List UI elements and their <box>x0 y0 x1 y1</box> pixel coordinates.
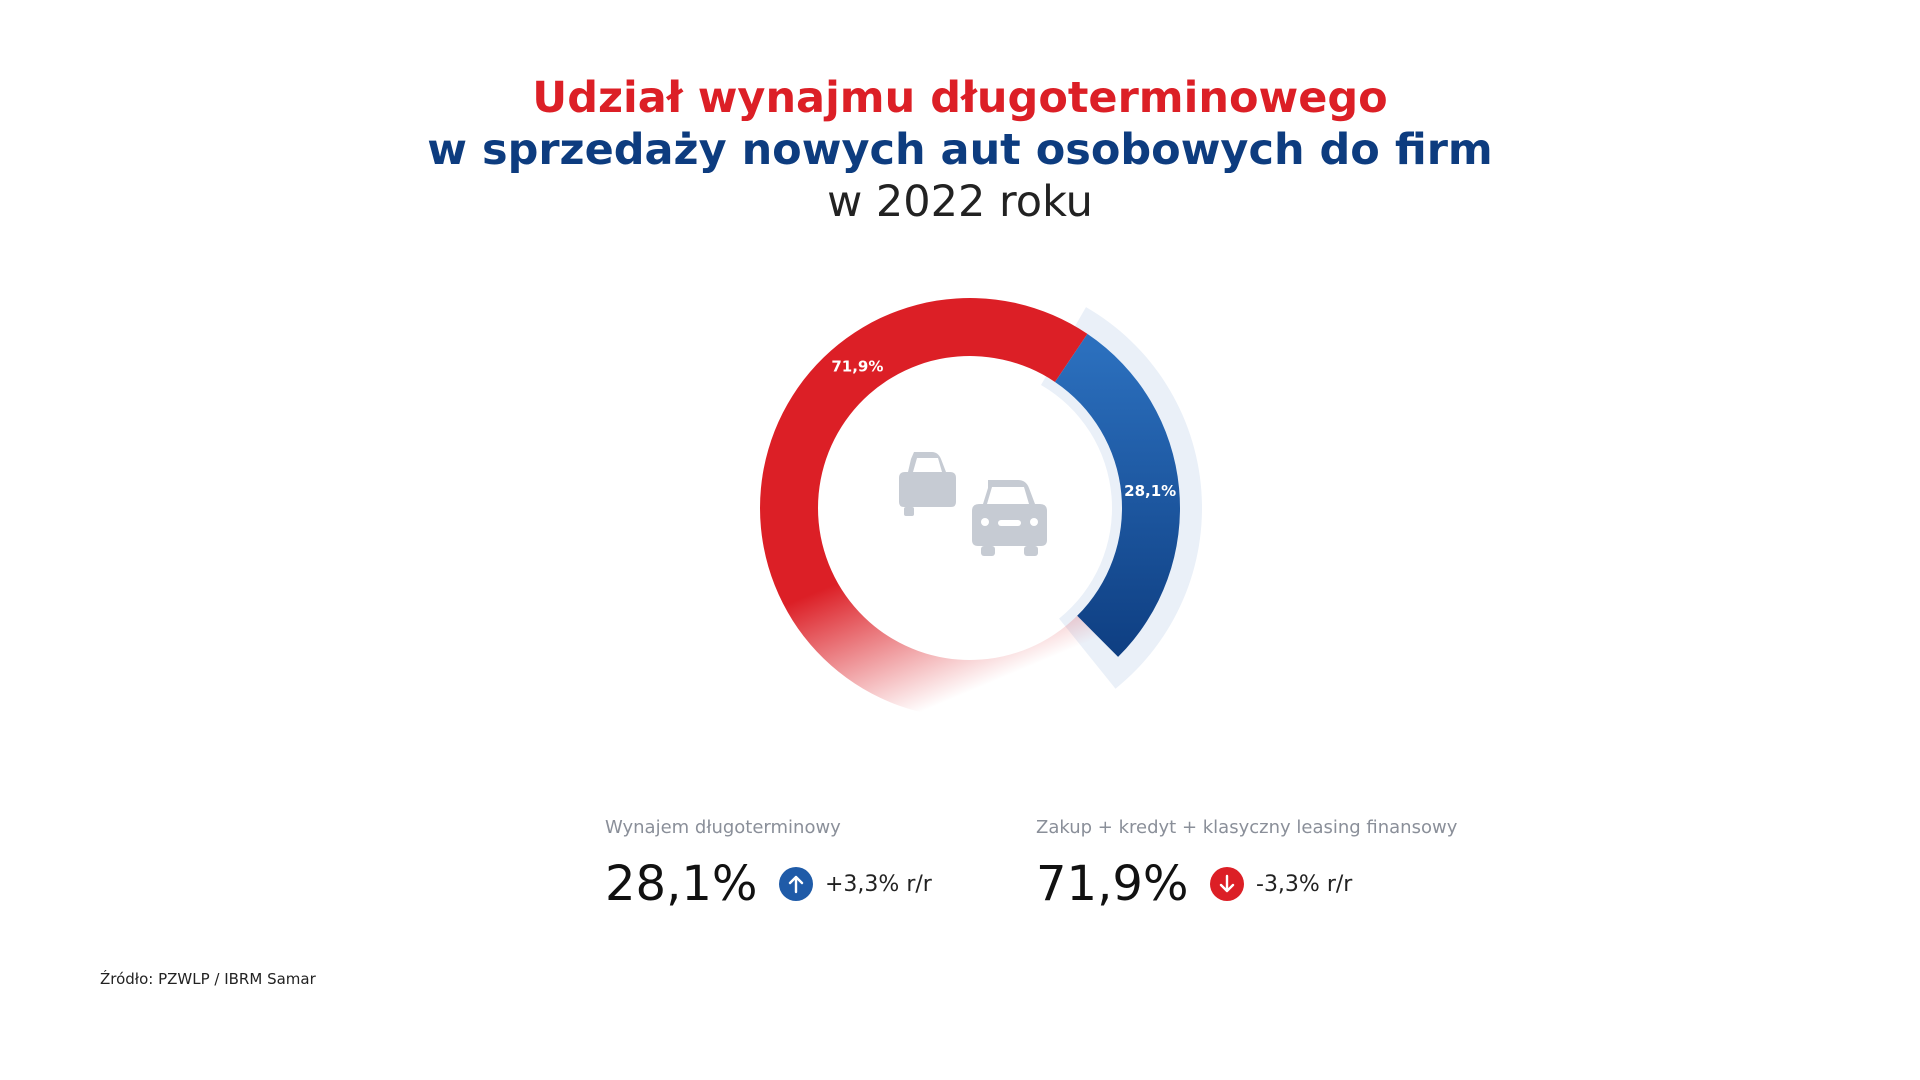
donut-chart: 71,9% 28,1% <box>760 298 1202 718</box>
chart-title: Udział wynajmu długoterminowego w sprzed… <box>0 72 1920 228</box>
slice-label-zakup: 71,9% <box>831 357 883 375</box>
title-line-3: w 2022 roku <box>827 177 1093 227</box>
stat-value: 71,9% <box>1036 856 1189 912</box>
title-line-1: Udział wynajmu długoterminowego <box>532 73 1388 123</box>
cars-icon <box>899 452 1050 556</box>
slice-zakup-kredyt-leasing <box>760 298 1119 718</box>
arrow-down-icon <box>1210 867 1244 901</box>
stat-change: -3,3% r/r <box>1256 871 1353 897</box>
slice-wynajem-dlugoterminowy <box>1054 333 1180 657</box>
stat-wynajem: Wynajem długoterminowy 28,1% +3,3% r/r <box>605 816 932 912</box>
stat-value: 28,1% <box>605 856 758 912</box>
source-note: Źródło: PZWLP / IBRM Samar <box>100 970 316 988</box>
slice-label-wynajem: 28,1% <box>1124 482 1176 500</box>
stat-change: +3,3% r/r <box>825 871 932 897</box>
stat-label: Zakup + kredyt + klasyczny leasing finan… <box>1036 817 1458 838</box>
stat-label: Wynajem długoterminowy <box>605 817 841 838</box>
stat-zakup: Zakup + kredyt + klasyczny leasing finan… <box>1036 816 1457 912</box>
title-line-2: w sprzedaży nowych aut osobowych do firm <box>427 125 1493 175</box>
arrow-up-icon <box>779 867 813 901</box>
